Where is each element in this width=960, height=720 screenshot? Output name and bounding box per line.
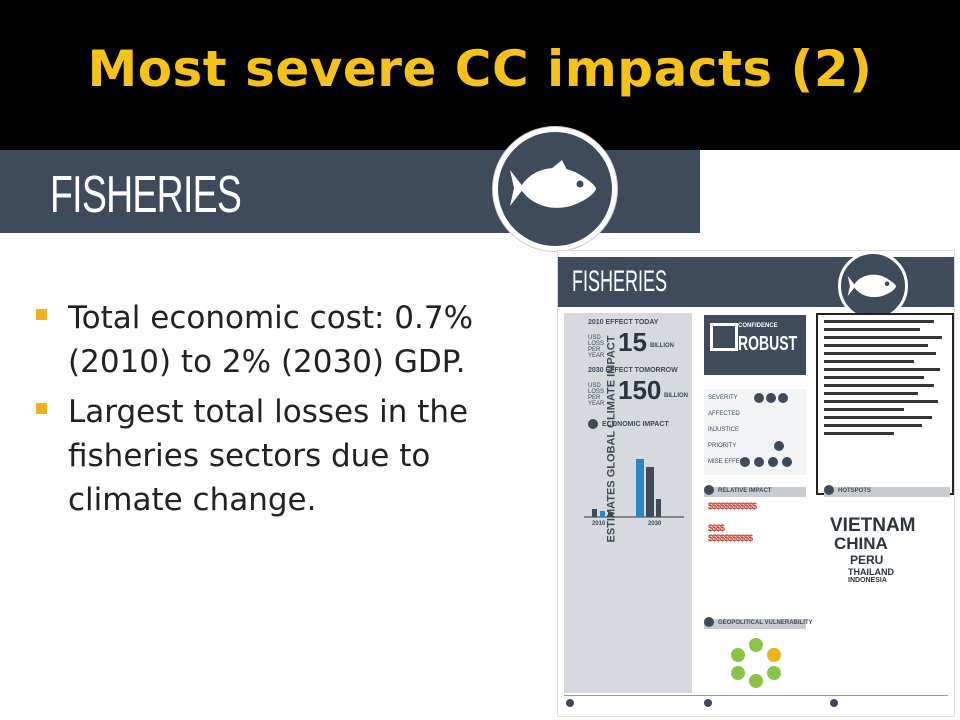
legend-icon xyxy=(704,699,712,707)
impact-notes xyxy=(816,313,954,495)
hotspots-bar xyxy=(824,487,950,497)
dollar-icon xyxy=(588,419,598,429)
bullet-square-icon xyxy=(36,403,47,414)
severity-icon xyxy=(754,393,764,403)
geopolitical-circles xyxy=(731,638,781,688)
economic-impact-bars xyxy=(584,459,684,518)
relative-impact-2030: $$$$ $$$$$$$$$$$ xyxy=(708,523,753,543)
infographic-legend xyxy=(564,695,948,714)
checkmark-icon xyxy=(710,323,738,351)
bullet-item: Total economic cost: 0.7% (2010) to 2% (… xyxy=(34,296,504,384)
geopolitical-bar xyxy=(704,619,806,629)
severity-table: SEVERITY AFFECTED INJUSTICE PRIORITY MIS… xyxy=(704,389,806,475)
legend-icon xyxy=(566,699,574,707)
fisheries-infographic: FISHERIES ESTIMATES GLOBAL CLIMATE IMPAC… xyxy=(557,250,955,717)
confidence-box: CONFIDENCE ROBUST xyxy=(704,315,806,375)
slide-title: Most severe CC impacts (2) xyxy=(87,40,873,98)
legend-icon xyxy=(830,699,838,707)
priority-icon xyxy=(774,441,784,451)
estimates-column: ESTIMATES GLOBAL CLIMATE IMPACT 2010 EFF… xyxy=(564,313,692,693)
bullet-square-icon xyxy=(36,309,47,320)
bullet-list: Total economic cost: 0.7% (2010) to 2% (… xyxy=(34,296,504,528)
infographic-fish-icon xyxy=(838,251,908,321)
relative-impact-bar xyxy=(704,487,806,497)
severity-icon xyxy=(766,393,776,403)
effect-icon xyxy=(768,457,778,467)
geopolitical-icon xyxy=(704,617,714,627)
hotspots-icon xyxy=(824,485,834,495)
relative-impact-icon xyxy=(704,485,714,495)
effect-icon xyxy=(754,457,764,467)
bullet-item: Largest total losses in the fisheries se… xyxy=(34,390,504,522)
severity-icon xyxy=(778,393,788,403)
banner-label: FISHERIES xyxy=(50,166,242,224)
effect-icon xyxy=(782,457,792,467)
fish-icon xyxy=(493,127,617,251)
effect-icon xyxy=(740,457,750,467)
relative-impact-2010: $$$$$$$$$$$$ xyxy=(708,501,757,511)
